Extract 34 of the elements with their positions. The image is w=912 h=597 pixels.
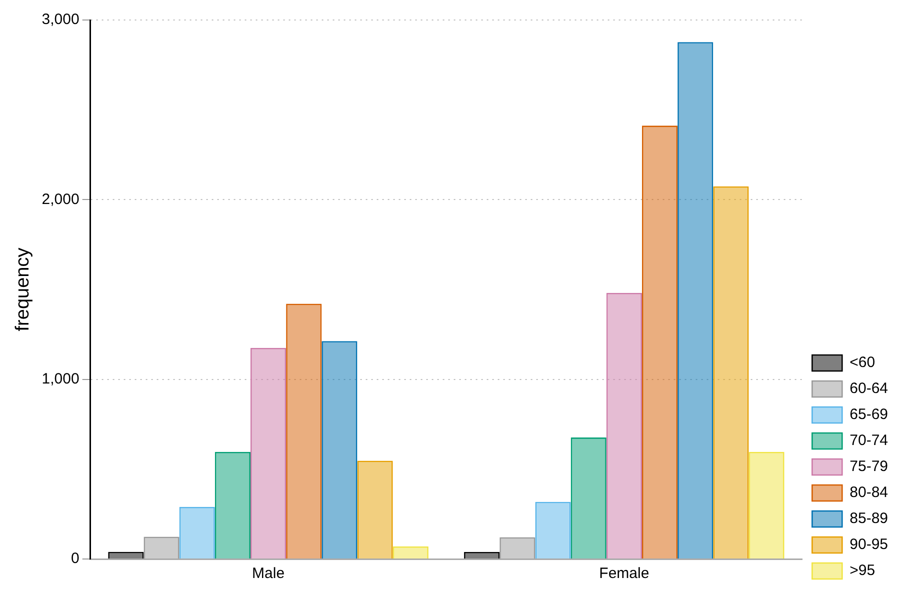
bar xyxy=(464,552,500,558)
legend-label: 90-95 xyxy=(850,536,888,554)
bar xyxy=(357,460,393,558)
bar xyxy=(322,341,358,558)
legend-label: 65-69 xyxy=(850,406,888,424)
bar xyxy=(250,348,286,558)
bar xyxy=(144,536,180,558)
bar xyxy=(713,186,749,558)
y-tick-label: 2,000 xyxy=(42,190,80,208)
legend-label: 85-89 xyxy=(850,510,888,528)
bar xyxy=(500,537,536,558)
legend-label: 70-74 xyxy=(850,432,888,450)
y-tick-label: 1,000 xyxy=(42,370,80,388)
legend-label: 60-64 xyxy=(850,380,888,398)
bar xyxy=(286,304,322,558)
y-axis-title: frequency xyxy=(12,247,34,332)
y-tick-label: 3,000 xyxy=(42,11,80,28)
legend-label: 75-79 xyxy=(850,458,888,476)
legend-label: 80-84 xyxy=(850,484,888,502)
bar xyxy=(179,506,215,558)
legend-label: >95 xyxy=(850,562,876,580)
bar xyxy=(535,502,571,558)
bar xyxy=(642,126,678,558)
y-tick-label: 0 xyxy=(70,550,80,568)
legend-label: <60 xyxy=(850,354,876,372)
bar xyxy=(606,292,642,558)
bar xyxy=(214,452,250,558)
bar xyxy=(392,546,428,558)
bar xyxy=(748,452,784,558)
bar xyxy=(678,42,714,558)
bar xyxy=(108,552,144,558)
x-tick-label: Female xyxy=(599,565,650,582)
x-tick-label: Male xyxy=(252,565,285,582)
bar xyxy=(570,438,606,558)
